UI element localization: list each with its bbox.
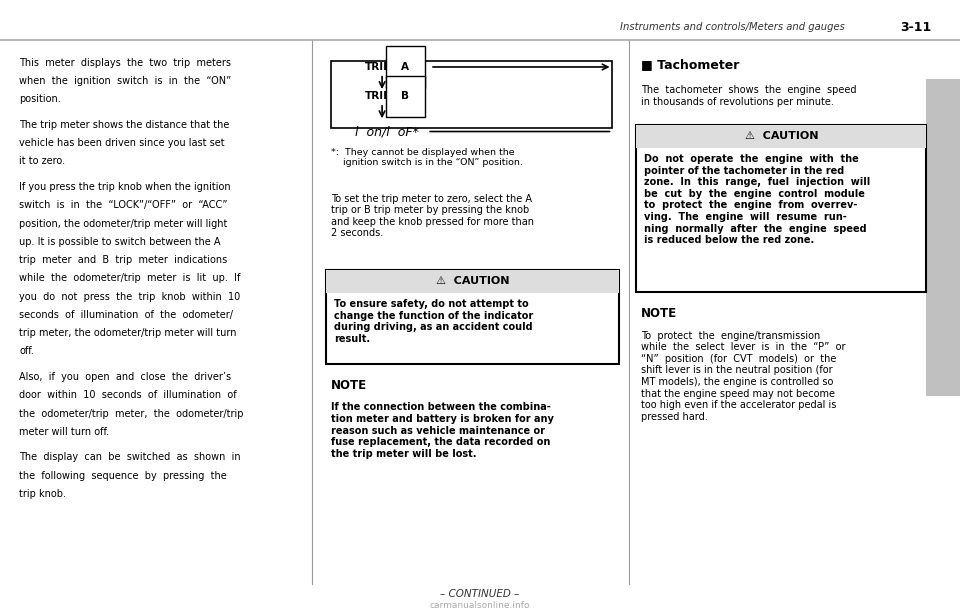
Bar: [926, 79, 960, 396]
Text: switch  is  in  the  “LOCK”/“OFF”  or  “ACC”: switch is in the “LOCK”/“OFF” or “ACC”: [19, 200, 228, 210]
Text: trip meter, the odometer/trip meter will turn: trip meter, the odometer/trip meter will…: [19, 328, 237, 338]
Text: meter will turn off.: meter will turn off.: [19, 427, 109, 437]
Text: trip  meter  and  B  trip  meter  indications: trip meter and B trip meter indications: [19, 255, 228, 265]
Text: when  the  ignition  switch  is  in  the  “ON”: when the ignition switch is in the “ON”: [19, 76, 231, 86]
Text: – CONTINUED –: – CONTINUED –: [441, 588, 519, 599]
Text: If the connection between the combina-
tion meter and battery is broken for any
: If the connection between the combina- t…: [331, 403, 554, 459]
Text: The  tachometer  shows  the  engine  speed
in thousands of revolutions per minut: The tachometer shows the engine speed in…: [641, 86, 856, 107]
Text: position.: position.: [19, 94, 60, 104]
Text: up. It is possible to switch between the A: up. It is possible to switch between the…: [19, 237, 221, 247]
Text: position, the odometer/trip meter will light: position, the odometer/trip meter will l…: [19, 219, 228, 229]
Text: the  following  sequence  by  pressing  the: the following sequence by pressing the: [19, 470, 227, 481]
FancyBboxPatch shape: [331, 61, 612, 128]
Text: while  the  odometer/trip  meter  is  lit  up.  If: while the odometer/trip meter is lit up.…: [19, 273, 241, 284]
Text: vehicle has been driven since you last set: vehicle has been driven since you last s…: [19, 138, 225, 148]
Text: carmanualsonline.info: carmanualsonline.info: [430, 601, 530, 610]
Text: Do  not  operate  the  engine  with  the
pointer of the tachometer in the red
zo: Do not operate the engine with the point…: [644, 154, 871, 245]
Text: seconds  of  illumination  of  the  odometer/: seconds of illumination of the odometer/: [19, 310, 233, 320]
Text: B: B: [401, 91, 409, 101]
Text: Instruments and controls/Meters and gauges: Instruments and controls/Meters and gaug…: [620, 23, 845, 32]
Text: The trip meter shows the distance that the: The trip meter shows the distance that t…: [19, 120, 229, 130]
Text: TRIP: TRIP: [365, 91, 392, 101]
Text: Also,  if  you  open  and  close  the  driver’s: Also, if you open and close the driver’s: [19, 372, 231, 382]
Text: If you press the trip knob when the ignition: If you press the trip knob when the igni…: [19, 182, 230, 192]
Text: trip knob.: trip knob.: [19, 489, 66, 499]
Text: TRIP: TRIP: [365, 62, 392, 72]
Text: NOTE: NOTE: [331, 379, 368, 392]
Text: the  odometer/trip  meter,  the  odometer/trip: the odometer/trip meter, the odometer/tr…: [19, 409, 244, 419]
Text: off.: off.: [19, 346, 34, 356]
Bar: [636, 125, 926, 292]
Text: 3-11: 3-11: [900, 21, 931, 34]
Text: To set the trip meter to zero, select the A
trip or B trip meter by pressing the: To set the trip meter to zero, select th…: [331, 194, 534, 238]
Text: ⚠  CAUTION: ⚠ CAUTION: [436, 276, 510, 287]
Text: *:  They cannot be displayed when the
    ignition switch is in the “ON” positio: *: They cannot be displayed when the ign…: [331, 148, 523, 167]
Text: ■ Tachometer: ■ Tachometer: [641, 58, 739, 71]
Text: you  do  not  press  the  trip  knob  within  10: you do not press the trip knob within 10: [19, 291, 240, 302]
Bar: [636, 125, 926, 148]
Text: A: A: [401, 62, 409, 72]
Bar: [326, 269, 619, 293]
Text: door  within  10  seconds  of  illumination  of: door within 10 seconds of illumination o…: [19, 390, 237, 400]
Text: it to zero.: it to zero.: [19, 156, 65, 166]
Bar: [326, 269, 619, 364]
Text: To  protect  the  engine/transmission
while  the  select  lever  is  in  the  “P: To protect the engine/transmission while…: [641, 331, 846, 422]
Text: ⚠  CAUTION: ⚠ CAUTION: [745, 131, 818, 141]
Text: l  on/l  oF*: l on/l oF*: [355, 125, 420, 138]
Text: To ensure safety, do not attempt to
change the function of the indicator
during : To ensure safety, do not attempt to chan…: [334, 299, 534, 344]
Text: NOTE: NOTE: [641, 307, 678, 321]
Text: This  meter  displays  the  two  trip  meters: This meter displays the two trip meters: [19, 58, 231, 68]
Text: The  display  can  be  switched  as  shown  in: The display can be switched as shown in: [19, 452, 241, 463]
